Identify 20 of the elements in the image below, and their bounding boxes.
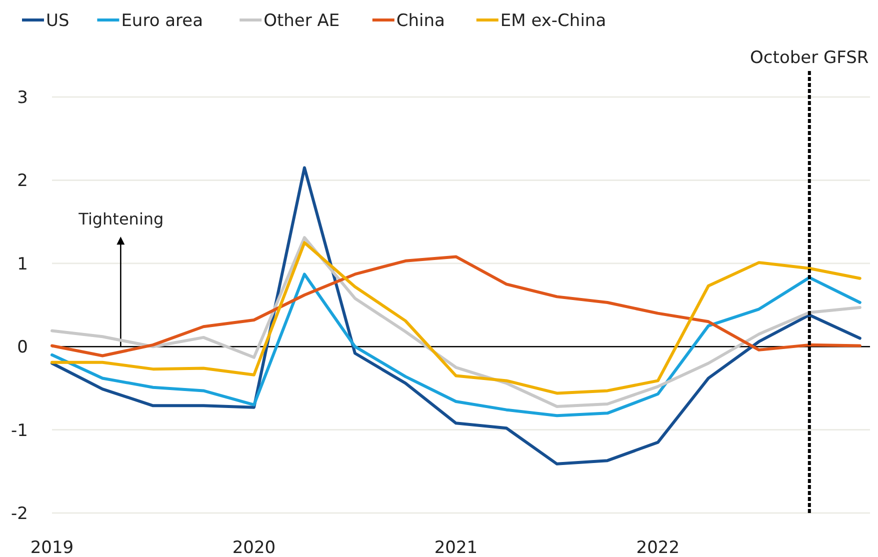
y-tick-label: -2 xyxy=(11,504,28,524)
legend-label: Euro area xyxy=(121,11,204,31)
annotation: Tightening xyxy=(78,210,164,229)
y-tick-label: 1 xyxy=(17,254,28,274)
y-tick-label: 2 xyxy=(17,171,28,192)
line-series xyxy=(50,166,862,466)
x-tick-label: 2021 xyxy=(434,538,478,557)
x-tick-label: 2019 xyxy=(30,538,74,557)
y-tick-label: 0 xyxy=(17,338,28,358)
legend-label: US xyxy=(46,11,70,31)
ref-line-label: October GFSR xyxy=(750,48,869,68)
line-series xyxy=(50,272,862,418)
legend-label: China xyxy=(396,11,445,31)
y-tick-label: 3 xyxy=(17,88,28,108)
y-tick-label: -1 xyxy=(11,420,28,441)
x-tick-label: 2020 xyxy=(232,538,276,557)
legend-label: EM ex-China xyxy=(500,11,606,31)
x-tick-label: 2022 xyxy=(636,538,680,557)
legend-label: Other AE xyxy=(264,11,340,31)
line-series xyxy=(50,255,862,358)
